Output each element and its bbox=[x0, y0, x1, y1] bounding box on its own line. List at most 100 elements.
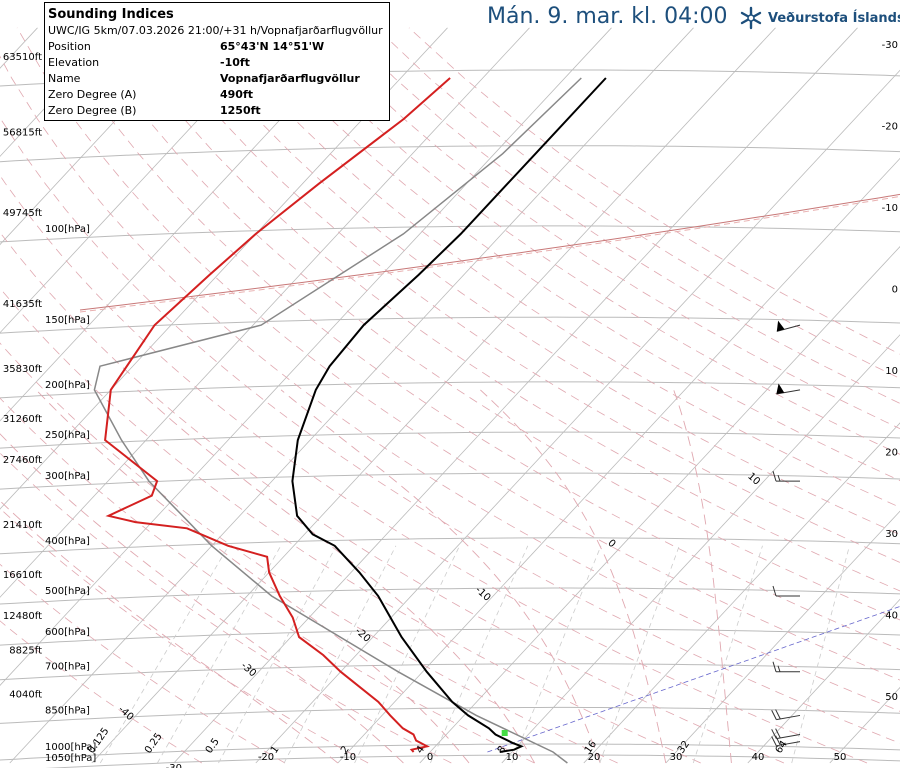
cursor-line bbox=[487, 606, 900, 753]
moist-adiabat-line bbox=[480, 389, 667, 764]
dry-adiabat-line bbox=[408, 27, 900, 355]
info-value: 1250ft bbox=[220, 104, 261, 117]
isotherm-label: 40 bbox=[752, 752, 765, 763]
tropopause-line bbox=[79, 195, 900, 313]
isotherm-line bbox=[0, 27, 120, 157]
wind-barb-feather bbox=[771, 736, 777, 747]
mixing-ratio-line bbox=[218, 545, 337, 764]
isobar-line bbox=[0, 587, 900, 605]
isotherm-label: -40 bbox=[116, 704, 136, 723]
info-subtitle: UWC/IG 5km/07.03.2026 21:00/+31 h/Vopnaf… bbox=[48, 24, 383, 37]
pressure-label: 1050[hPa] bbox=[45, 753, 96, 764]
right-axis-label: 10 bbox=[885, 366, 898, 377]
isotherm-label: -20 bbox=[353, 626, 373, 645]
dry-adiabat-line bbox=[0, 342, 618, 764]
temperature-profile bbox=[291, 77, 607, 753]
wind-barb bbox=[772, 470, 800, 482]
altitude-label: 31260ft bbox=[3, 414, 42, 425]
wind-barb bbox=[771, 728, 801, 740]
right-axis-label: 30 bbox=[885, 529, 898, 540]
altitude-label: 35830ft bbox=[3, 364, 42, 375]
dewpoint-line bbox=[104, 77, 451, 753]
isobar-line bbox=[0, 431, 900, 449]
dry-adiabat-line bbox=[0, 174, 868, 764]
pressure-label: 850[hPa] bbox=[45, 705, 90, 716]
moist-adiabat-line bbox=[673, 389, 732, 764]
isotherm-label: -30 bbox=[239, 660, 259, 679]
isotherm-line bbox=[583, 422, 900, 764]
isotherm-line bbox=[0, 27, 612, 686]
isotherm-line bbox=[419, 246, 900, 764]
temperature-line bbox=[291, 77, 607, 753]
info-value: Vopnafjarðarflugvöllur bbox=[220, 72, 360, 85]
mixing-ratio-label: 0.5 bbox=[204, 736, 222, 755]
wind-barb-flag bbox=[776, 383, 785, 395]
surface-marker bbox=[501, 730, 508, 736]
mixing-ratio-lines bbox=[99, 545, 850, 764]
info-row-zero-degree-b: Zero Degree (B) 1250ft bbox=[48, 103, 389, 119]
dry-adiabat-line bbox=[0, 452, 452, 764]
isobar-line bbox=[0, 537, 900, 555]
pressure-label: 500[hPa] bbox=[45, 586, 90, 597]
info-label: Zero Degree (B) bbox=[48, 104, 137, 117]
isotherm-line bbox=[0, 27, 530, 598]
isotherm-label: -10 bbox=[340, 752, 356, 763]
pressure-label: 100[hPa] bbox=[45, 224, 90, 235]
isobar-line bbox=[0, 743, 900, 761]
info-row-position: Position 65°43'N 14°51'W bbox=[48, 39, 389, 55]
isotherm-label: 30 bbox=[670, 752, 683, 763]
isotherm-label: -30 bbox=[166, 763, 182, 768]
wind-barb-shape bbox=[771, 728, 801, 740]
mixing-ratio-line bbox=[599, 545, 680, 764]
isobar-line bbox=[0, 706, 900, 724]
wind-barb bbox=[772, 661, 800, 673]
dry-adiabat-line bbox=[180, 27, 900, 536]
mixing-ratio-line bbox=[692, 545, 763, 764]
parcel-line bbox=[93, 77, 582, 764]
pressure-label: 400[hPa] bbox=[45, 536, 90, 547]
mixing-ratio-label: 8 bbox=[496, 744, 509, 756]
moist-adiabat-line bbox=[35, 389, 470, 764]
right-axis-label: 0 bbox=[892, 285, 898, 296]
info-value: -10ft bbox=[220, 56, 250, 69]
mixing-ratio-label: 2 bbox=[339, 744, 352, 756]
pressure-label: 700[hPa] bbox=[45, 662, 90, 673]
pressure-label: 200[hPa] bbox=[45, 380, 90, 391]
dry-adiabat-lines bbox=[0, 27, 900, 764]
wind-barb-half-feather bbox=[777, 665, 781, 672]
altitude-label: 8825ft bbox=[9, 646, 42, 657]
dry-adiabat-line bbox=[16, 27, 900, 681]
wind-barb bbox=[772, 585, 800, 597]
parcel-profile bbox=[93, 77, 582, 764]
altitude-label: 49745ft bbox=[3, 208, 42, 219]
wind-barb-half-feather bbox=[777, 474, 781, 482]
isotherm-line bbox=[91, 27, 776, 764]
wind-barb-feather bbox=[775, 709, 781, 720]
dry-adiabat-line bbox=[0, 563, 286, 764]
altitude-label: 12480ft bbox=[3, 611, 42, 622]
wind-barb-shape bbox=[771, 709, 801, 721]
right-axis-label: 50 bbox=[885, 692, 898, 703]
mixing-ratio-line bbox=[791, 545, 850, 764]
mixing-ratio-line bbox=[283, 545, 397, 764]
wind-barb bbox=[771, 735, 801, 747]
isobar-line bbox=[0, 381, 900, 399]
valid-time-title: Mán. 9. mar. kl. 04:00 bbox=[487, 4, 728, 29]
altitude-label: 27460ft bbox=[3, 455, 42, 466]
moist-adiabat-line bbox=[137, 389, 535, 764]
dry-adiabat-line bbox=[49, 27, 900, 651]
info-row-zero-degree-a: Zero Degree (A) 490ft bbox=[48, 87, 389, 103]
info-label: Elevation bbox=[48, 56, 100, 69]
right-axis-label: 20 bbox=[885, 448, 898, 459]
isotherm-line bbox=[173, 27, 858, 764]
mixing-ratio-label: 4 bbox=[414, 744, 427, 756]
isobar-line bbox=[0, 663, 900, 681]
isotherm-line bbox=[0, 27, 284, 334]
dry-adiabat-line bbox=[114, 27, 900, 592]
wind-barb-flag bbox=[776, 320, 785, 332]
wind-barb-shape bbox=[776, 383, 801, 395]
mixing-ratio-line bbox=[157, 545, 282, 764]
isotherm-label: 50 bbox=[834, 752, 847, 763]
isotherm-label: -20 bbox=[258, 752, 274, 763]
mixing-ratio-line bbox=[511, 545, 602, 764]
